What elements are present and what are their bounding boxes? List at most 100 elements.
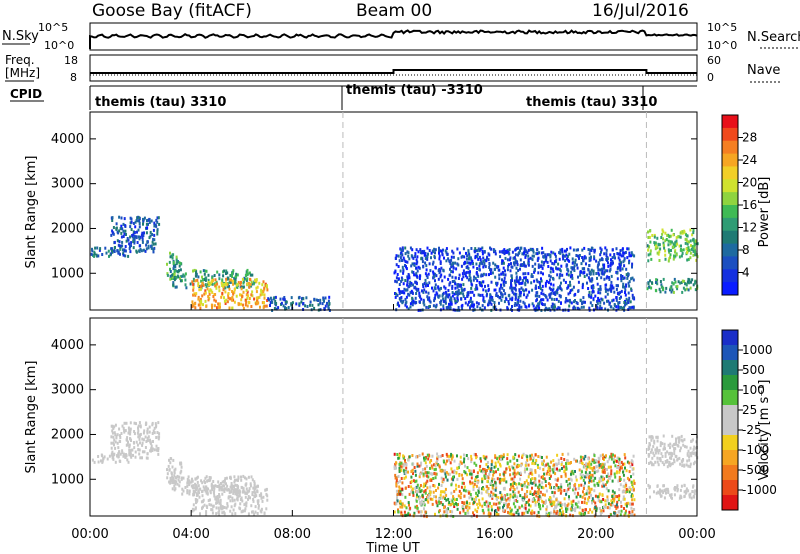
power-echo-cell xyxy=(474,254,477,258)
velocity-echo-cell xyxy=(618,457,621,461)
velocity-echo-cell xyxy=(614,454,616,458)
velocity-echo-cell xyxy=(225,476,228,480)
power-echo-cell xyxy=(423,253,426,257)
velocity-echo-cell xyxy=(496,457,499,461)
power-echo-cell xyxy=(246,282,249,286)
velocity-echo-cell xyxy=(127,440,129,444)
velocity-echo-cell xyxy=(424,510,427,514)
power-echo-cell xyxy=(437,277,440,281)
velocity-echo-cell xyxy=(174,487,177,491)
power-echo-cell xyxy=(427,272,430,276)
velocity-echo-cell xyxy=(454,498,456,502)
velocity-echo-cell xyxy=(499,477,502,481)
velocity-echo-cell xyxy=(556,509,559,513)
velocity-echo-cell xyxy=(505,502,507,506)
velocity-echo-cell xyxy=(226,484,229,488)
velocity-echo-cell xyxy=(602,509,605,513)
velocity-echo-cell xyxy=(570,502,573,506)
cpid-segment-1: themis (tau) 3310 xyxy=(95,95,226,110)
power-echo-cell xyxy=(582,259,584,262)
velocity-echo-cell xyxy=(620,460,623,464)
power-echo-cell xyxy=(130,244,132,248)
velocity-echo-cell xyxy=(491,494,494,498)
velocity-echo-cell xyxy=(512,490,515,494)
power-echo-cell xyxy=(213,304,216,308)
velocity-echo-cell xyxy=(599,500,602,504)
power-echo-cell xyxy=(623,285,626,289)
velocity-echo-cell xyxy=(181,492,184,496)
power-echo-cell xyxy=(282,297,285,301)
power-echo-cell xyxy=(581,302,584,305)
velocity-echo-cell xyxy=(456,466,459,470)
velocity-echo-cell xyxy=(548,469,551,473)
power-echo-cell xyxy=(534,262,537,266)
power-echo-cell xyxy=(402,271,405,275)
velocity-echo-cell xyxy=(587,499,590,503)
velocity-echo-cell xyxy=(427,471,430,475)
velocity-echo-cell xyxy=(508,498,511,502)
velocity-echo-cell xyxy=(620,500,622,504)
velocity-echo-cell xyxy=(150,444,153,448)
power-echo-cell xyxy=(610,280,613,284)
power-echo-cell xyxy=(517,269,520,272)
power-echo-cell xyxy=(597,268,600,272)
power-echo-cell xyxy=(590,279,593,283)
velocity-echo-cell xyxy=(205,504,208,508)
power-echo-cell xyxy=(506,268,509,272)
velocity-echo-cell xyxy=(234,478,236,482)
velocity-echo-cell xyxy=(606,480,609,484)
power-echo-cell xyxy=(623,301,626,304)
velocity-echo-cell xyxy=(472,485,475,489)
velocity-echo-cell xyxy=(678,440,681,444)
power-echo-cell xyxy=(506,258,509,262)
velocity-echo-cell xyxy=(132,441,135,444)
power-echo-cell xyxy=(574,261,577,265)
velocity-echo-cell xyxy=(603,484,606,488)
velocity-echo-cell xyxy=(441,503,444,507)
power-echo-cell xyxy=(422,251,425,255)
power-echo-cell xyxy=(201,275,203,279)
power-echo-cell xyxy=(693,246,696,250)
power-echo-cell xyxy=(136,241,139,244)
velocity-echo-cell xyxy=(132,453,134,457)
power-echo-cell xyxy=(420,257,423,261)
power-echo-cell xyxy=(255,286,258,290)
power-echo-cell xyxy=(648,245,651,249)
velocity-echo-cell xyxy=(473,513,476,517)
velocity-echo-cell xyxy=(484,457,487,461)
velocity-echo-cell xyxy=(686,453,689,457)
velocity-echo-cell xyxy=(128,453,131,457)
power-echo-cell xyxy=(435,274,438,278)
velocity-echo-cell xyxy=(494,484,497,488)
power-echo-cell xyxy=(477,247,480,251)
power-echo-cell xyxy=(242,280,245,284)
velocity-echo-cell xyxy=(563,458,566,461)
power-echo-cell xyxy=(398,304,401,308)
velocity-ytick-label: 2000 xyxy=(51,427,84,442)
power-echo-cell xyxy=(565,297,568,300)
power-echo-cell xyxy=(540,251,543,255)
velocity-echo-cell xyxy=(504,470,507,474)
velocity-echo-cell xyxy=(560,485,563,489)
velocity-echo-cell xyxy=(533,477,536,481)
velocity-echo-cell xyxy=(692,494,695,498)
velocity-echo-cell xyxy=(690,496,693,500)
power-echo-cell xyxy=(428,305,431,308)
velocity-echo-cell xyxy=(573,486,576,490)
power-echo-cell xyxy=(193,268,196,272)
velocity-echo-cell xyxy=(218,509,221,513)
velocity-echo-cell xyxy=(480,491,483,495)
power-echo-cell xyxy=(225,269,228,273)
power-echo-cell xyxy=(239,293,241,297)
power-echo-cell xyxy=(418,266,421,270)
power-echo-cell xyxy=(287,306,290,309)
power-echo-cell xyxy=(574,306,577,310)
power-echo-cell xyxy=(543,303,546,307)
velocity-echo-cell xyxy=(557,502,560,506)
velocity-echo-cell xyxy=(676,489,679,493)
velocity-echo-cell xyxy=(506,493,509,497)
velocity-echo-cell xyxy=(446,511,449,514)
velocity-echo-cell xyxy=(591,466,594,470)
velocity-echo-cell xyxy=(551,500,554,504)
